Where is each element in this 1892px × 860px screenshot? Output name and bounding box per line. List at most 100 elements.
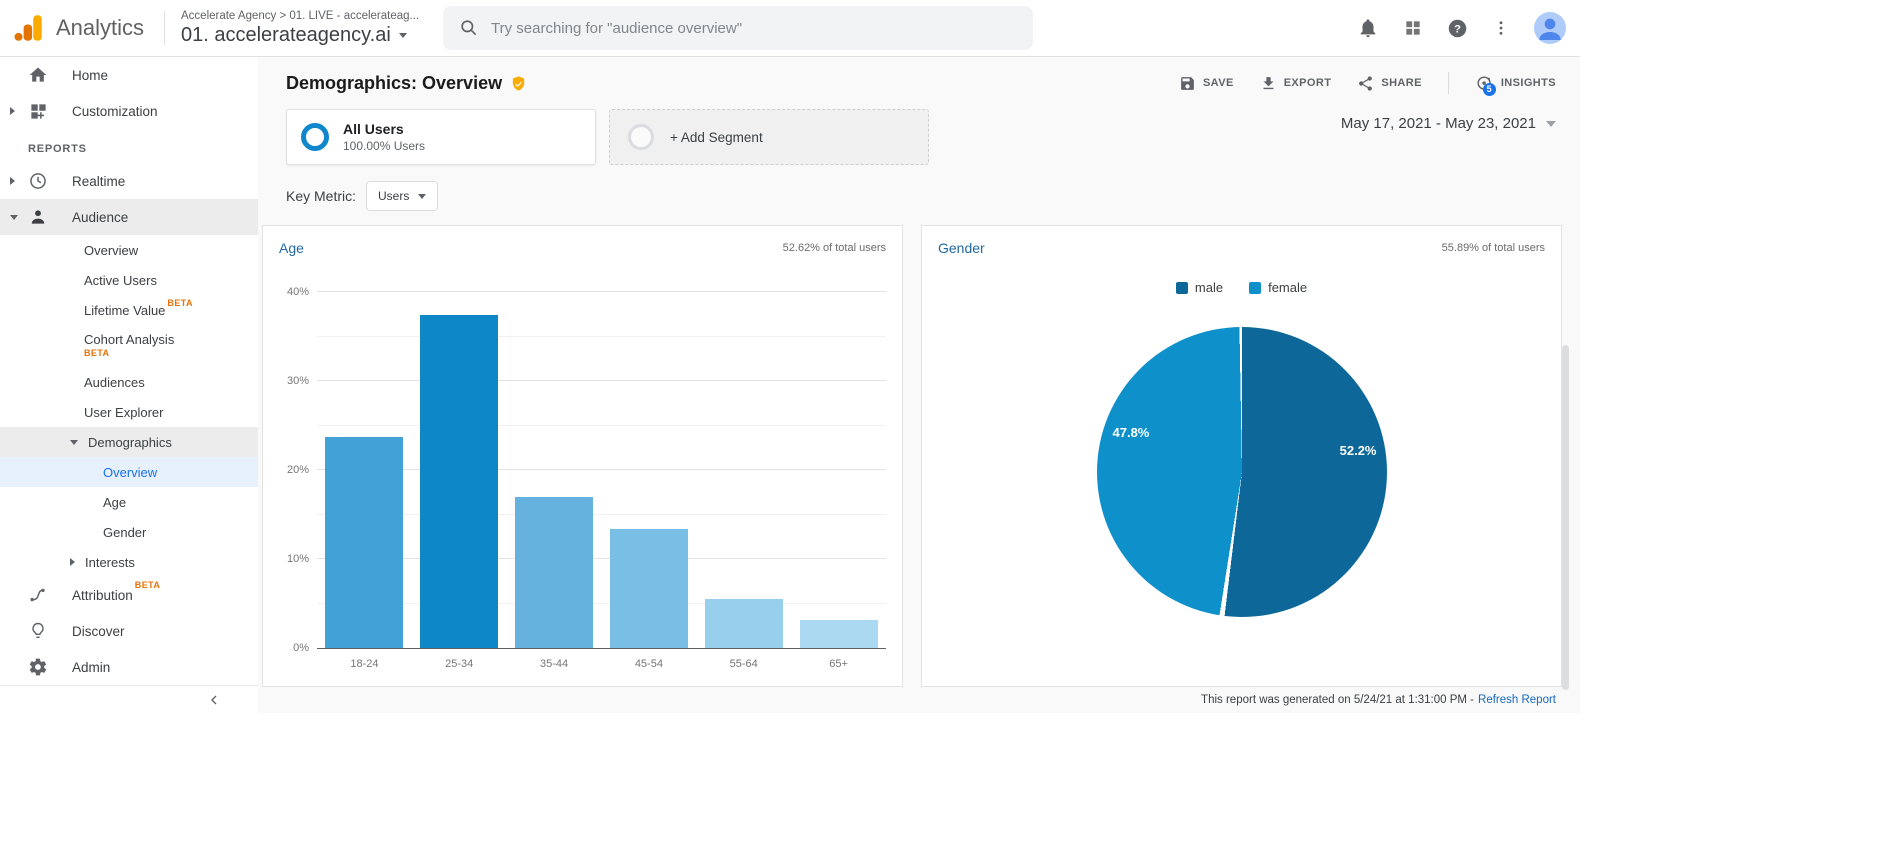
sidebar-item-label: Overview bbox=[84, 242, 139, 258]
x-axis-label: 35-44 bbox=[539, 658, 569, 670]
search-input[interactable] bbox=[491, 19, 1017, 37]
shield-check-icon[interactable] bbox=[510, 75, 527, 92]
chevron-down-icon bbox=[10, 214, 18, 220]
customization-icon bbox=[28, 101, 48, 121]
age-bar-18-24[interactable] bbox=[325, 437, 404, 648]
insights-count-badge: 5 bbox=[1482, 82, 1496, 96]
insights-button[interactable]: INSIGHTS 5 bbox=[1475, 74, 1556, 96]
x-axis-label: 18-24 bbox=[350, 658, 379, 670]
gridline bbox=[317, 558, 886, 559]
sidebar-item-label: Admin bbox=[72, 659, 111, 675]
add-segment-button[interactable]: + Add Segment bbox=[609, 109, 929, 165]
more-vert-icon[interactable] bbox=[1492, 19, 1510, 37]
sidebar-item-audience[interactable]: Audience bbox=[0, 199, 258, 235]
breadcrumb: Accelerate Agency > 01. LIVE - accelerat… bbox=[181, 9, 420, 22]
sidebar-item-label: User Explorer bbox=[84, 404, 164, 420]
age-bar-chart: 0% 10% 20% 30% 40% 18-24 25-34 35-44 45-54 55-64… bbox=[287, 286, 886, 670]
sidebar-item-home[interactable]: Home bbox=[0, 57, 258, 93]
sidebar-item-customization[interactable]: Customization bbox=[0, 93, 258, 129]
share-icon bbox=[1357, 75, 1374, 92]
topbar-divider bbox=[164, 11, 165, 45]
save-button[interactable]: SAVE bbox=[1179, 75, 1234, 92]
beta-badge: BETA bbox=[84, 348, 110, 359]
gridline bbox=[317, 291, 886, 292]
gridline bbox=[317, 469, 886, 470]
sidebar-item-label: Home bbox=[72, 67, 109, 83]
vertical-scrollbar[interactable] bbox=[1562, 345, 1569, 690]
home-icon bbox=[28, 65, 48, 85]
chevron-down-icon bbox=[418, 193, 427, 199]
age-bar-55-64[interactable] bbox=[704, 599, 783, 648]
export-label: EXPORT bbox=[1283, 77, 1332, 89]
sidebar-item-admin[interactable]: Admin bbox=[0, 649, 258, 685]
main-content: Demographics: Overview SAVE EXPORT SHARE IN… bbox=[258, 57, 1580, 713]
sidebar-item-cohort-analysis[interactable]: Cohort Analysis BETA bbox=[0, 325, 258, 367]
product-name: Analytics bbox=[56, 15, 145, 40]
age-bar-25-34[interactable] bbox=[420, 315, 499, 648]
export-button[interactable]: EXPORT bbox=[1260, 75, 1332, 92]
age-panel-subtitle: 52.62% of total users bbox=[782, 242, 886, 254]
key-metric-dropdown[interactable]: Users bbox=[366, 181, 439, 211]
actions-divider bbox=[1447, 72, 1449, 94]
segment-ring-icon bbox=[301, 123, 329, 151]
gridline bbox=[317, 513, 886, 515]
age-bar-35-44[interactable] bbox=[515, 496, 594, 648]
sidebar-item-user-explorer[interactable]: User Explorer bbox=[0, 397, 258, 427]
sidebar-item-demographics[interactable]: Demographics bbox=[0, 427, 258, 457]
notifications-icon[interactable] bbox=[1357, 17, 1379, 39]
gender-panel-title-link[interactable]: Gender bbox=[938, 240, 985, 256]
add-segment-label: + Add Segment bbox=[670, 129, 763, 145]
sidebar-item-label: Discover bbox=[72, 623, 125, 639]
sidebar-item-interests[interactable]: Interests bbox=[0, 547, 258, 577]
sidebar-item-demographics-age[interactable]: Age bbox=[0, 487, 258, 517]
chevron-right-icon bbox=[10, 177, 15, 185]
add-segment-ring-icon bbox=[628, 124, 654, 150]
export-icon bbox=[1260, 75, 1277, 92]
sidebar-item-realtime[interactable]: Realtime bbox=[0, 163, 258, 199]
sidebar: Home Customization REPORTS Realtime Audience… bbox=[0, 57, 258, 713]
y-axis-tick: 40% bbox=[286, 286, 309, 298]
legend-item-female[interactable]: female bbox=[1249, 280, 1307, 295]
date-range-picker[interactable]: May 17, 2021 - May 23, 2021 bbox=[1341, 115, 1556, 132]
legend-swatch-male bbox=[1175, 281, 1188, 294]
analytics-logo[interactable]: Analytics bbox=[12, 11, 160, 45]
share-button[interactable]: SHARE bbox=[1357, 75, 1422, 92]
segment-subtitle: 100.00% Users bbox=[343, 139, 426, 153]
legend-label: female bbox=[1268, 280, 1308, 295]
help-icon[interactable]: ? bbox=[1447, 18, 1468, 39]
share-label: SHARE bbox=[1381, 77, 1422, 89]
sidebar-item-audiences[interactable]: Audiences bbox=[0, 367, 258, 397]
lightbulb-icon bbox=[28, 621, 48, 641]
sidebar-item-demographics-gender[interactable]: Gender bbox=[0, 517, 258, 547]
sidebar-item-label: Active Users bbox=[84, 272, 157, 288]
sidebar-item-audience-overview[interactable]: Overview bbox=[0, 235, 258, 265]
segment-all-users[interactable]: All Users 100.00% Users bbox=[286, 109, 596, 165]
search-bar[interactable] bbox=[443, 6, 1033, 50]
sidebar-item-label: Overview bbox=[103, 464, 158, 480]
legend-item-male[interactable]: male bbox=[1175, 280, 1223, 295]
insights-label: INSIGHTS bbox=[1500, 77, 1556, 89]
sidebar-item-label: Audience bbox=[72, 209, 129, 225]
sidebar-item-attribution[interactable]: Attribution BETA bbox=[0, 577, 258, 613]
gridline bbox=[317, 602, 886, 604]
sidebar-item-active-users[interactable]: Active Users bbox=[0, 265, 258, 295]
apps-grid-icon[interactable] bbox=[1403, 18, 1423, 38]
age-panel-title-link[interactable]: Age bbox=[279, 240, 304, 256]
sidebar-item-lifetime-value[interactable]: Lifetime Value BETA bbox=[0, 295, 258, 325]
sidebar-collapse-button[interactable] bbox=[0, 685, 258, 713]
pie-label-male: 52.2% bbox=[1339, 443, 1377, 458]
sidebar-item-label: Age bbox=[103, 494, 127, 510]
refresh-report-link[interactable]: Refresh Report bbox=[1478, 694, 1556, 706]
x-axis-label: 45-54 bbox=[634, 658, 663, 670]
chevron-down-icon bbox=[70, 439, 78, 445]
sidebar-item-demographics-overview[interactable]: Overview bbox=[0, 457, 258, 487]
sidebar-item-label: Realtime bbox=[72, 173, 126, 189]
age-bar-45-54[interactable] bbox=[609, 528, 688, 648]
gender-pie-chart[interactable] bbox=[1096, 327, 1387, 617]
avatar[interactable] bbox=[1534, 12, 1566, 44]
age-bar-65+[interactable] bbox=[799, 620, 878, 648]
sidebar-item-discover[interactable]: Discover bbox=[0, 613, 258, 649]
segment-title: All Users bbox=[343, 121, 404, 137]
property-selector[interactable]: Accelerate Agency > 01. LIVE - accelerat… bbox=[181, 10, 421, 47]
